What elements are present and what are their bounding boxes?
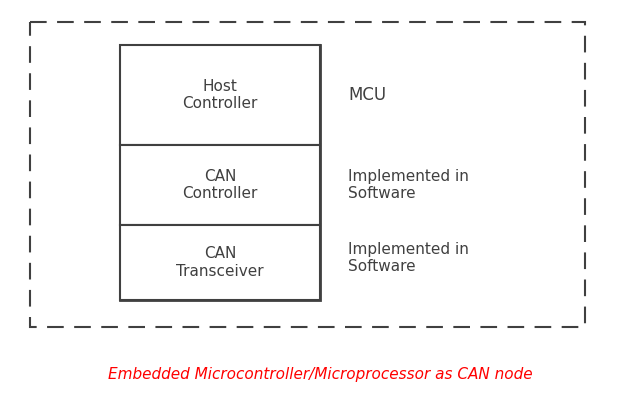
- Bar: [120, 225, 320, 300]
- Bar: [120, 145, 320, 225]
- Text: Embedded Microcontroller/Microprocessor as CAN node: Embedded Microcontroller/Microprocessor …: [108, 367, 532, 383]
- Text: Implemented in
Software: Implemented in Software: [348, 169, 469, 201]
- Text: MCU: MCU: [348, 86, 386, 104]
- Bar: [120, 45, 320, 145]
- Bar: [120, 45, 320, 300]
- Text: Host
Controller: Host Controller: [182, 79, 258, 111]
- Text: CAN
Transceiver: CAN Transceiver: [176, 246, 264, 279]
- Text: Implemented in
Software: Implemented in Software: [348, 242, 469, 274]
- Bar: [30, 22, 585, 327]
- Text: CAN
Controller: CAN Controller: [182, 169, 258, 201]
